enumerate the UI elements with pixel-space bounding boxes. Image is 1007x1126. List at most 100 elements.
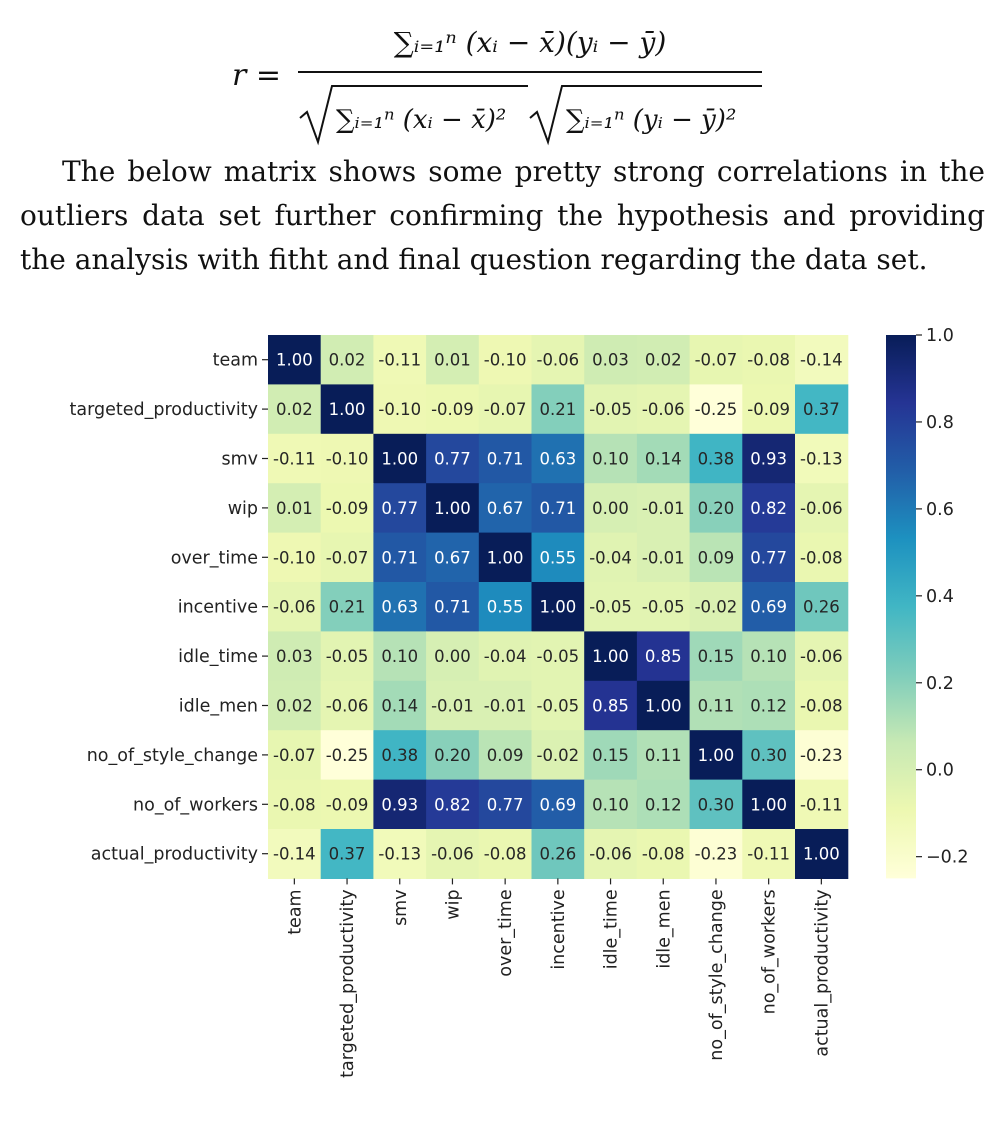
heatmap-cell (268, 779, 322, 830)
correlation-formula: r = ∑ᵢ₌₁ⁿ (xᵢ − x̄)(yᵢ − ȳ) ∑ᵢ₌₁ⁿ (xᵢ − … (0, 0, 1007, 150)
heatmap-cell (584, 680, 638, 731)
cell-value-label: 0.11 (698, 697, 735, 716)
cell-value-label: -0.13 (800, 450, 843, 469)
cell-value-label: -0.05 (536, 647, 579, 666)
cell-value-label: 0.71 (539, 499, 576, 518)
colorbar-gradient-bar (886, 335, 916, 879)
cell-value-label: -0.01 (642, 548, 685, 567)
heatmap-cell (478, 829, 533, 879)
cell-value-label: -0.06 (642, 400, 685, 419)
heatmap-cell (636, 335, 691, 385)
cell-value-label: 0.77 (381, 499, 418, 518)
heatmap-cell (636, 384, 691, 435)
cell-value-label: 0.69 (539, 795, 576, 814)
cell-value-label: -0.05 (589, 400, 632, 419)
cell-value-label: 0.03 (276, 647, 313, 666)
heatmap-cell (689, 433, 743, 484)
cell-value-label: 0.10 (381, 647, 418, 666)
cell-value-label: 0.01 (276, 499, 313, 518)
heatmap-cell (320, 779, 374, 830)
cell-value-label: -0.10 (326, 450, 369, 469)
heatmap-cell (689, 829, 743, 879)
heatmap-cell (426, 384, 480, 435)
heatmap-cell (268, 730, 322, 781)
heatmap-cell (795, 384, 849, 435)
heatmap-cell (373, 730, 427, 781)
heatmap-cell (584, 384, 638, 435)
cell-value-label: 0.38 (381, 746, 418, 765)
cell-value-label: -0.06 (536, 351, 579, 370)
heatmap-cell (426, 532, 480, 583)
cell-value-label: 1.00 (698, 746, 735, 765)
heatmap-cell (584, 730, 638, 781)
cell-value-label: -0.14 (273, 845, 316, 864)
heatmap-cell (636, 582, 691, 632)
heatmap-cell (320, 384, 374, 435)
cell-value-label: -0.11 (800, 795, 843, 814)
heatmap-cell (636, 433, 691, 484)
heatmap-cell (426, 335, 480, 385)
x-tick-label: idle_men (654, 889, 674, 968)
formula-numerator: ∑ᵢ₌₁ⁿ (xᵢ − x̄)(yᵢ − ȳ) (394, 26, 667, 59)
heatmap-cell (584, 335, 638, 385)
cell-value-label: -0.11 (273, 450, 316, 469)
heatmap-cell (795, 483, 849, 534)
heatmap-cell (795, 532, 849, 583)
heatmap-cell (742, 779, 796, 830)
formula-lhs: r = (232, 58, 281, 93)
formula-denominator-right: ∑ᵢ₌₁ⁿ (yᵢ − ȳ)² (566, 105, 736, 135)
x-tick-label: incentive (549, 889, 569, 969)
cell-value-label: -0.10 (273, 548, 316, 567)
cell-value-label: 1.00 (750, 795, 787, 814)
cell-value-label: -0.02 (536, 746, 579, 765)
heatmap-cell (689, 384, 743, 435)
heatmap-cell (426, 433, 480, 484)
x-tick-label: wip (443, 889, 463, 919)
cell-value-label: 0.11 (645, 746, 682, 765)
heatmap-cell (478, 532, 533, 583)
x-tick-label: team (285, 889, 305, 934)
heatmap-cell (584, 433, 638, 484)
cell-value-label: -0.10 (378, 400, 421, 419)
heatmap-cell (531, 829, 585, 879)
heatmap-cell (268, 582, 322, 632)
cell-value-label: 0.00 (434, 647, 471, 666)
cell-value-label: 1.00 (803, 845, 840, 864)
cell-value-label: -0.05 (326, 647, 369, 666)
cell-value-label: -0.07 (484, 400, 527, 419)
cell-value-label: 0.82 (434, 795, 471, 814)
cell-value-label: -0.08 (642, 845, 685, 864)
cell-value-label: -0.08 (484, 845, 527, 864)
cell-value-label: -0.25 (326, 746, 369, 765)
heatmap-cells: 1.00 0.02 -0.11 0.01 -0.10 -0.06 0.03 0.02 -0.07… (268, 335, 849, 879)
heatmap-cell (531, 433, 585, 484)
heatmap-cell (478, 335, 533, 385)
cell-value-label: 0.38 (698, 450, 735, 469)
heatmap-cell (795, 433, 849, 484)
cell-value-label: -0.06 (589, 845, 632, 864)
heatmap-cell (689, 631, 743, 682)
cell-value-label: -0.06 (431, 845, 474, 864)
heatmap-cell (636, 829, 691, 879)
cell-value-label: -0.06 (800, 499, 843, 518)
cell-value-label: 0.71 (434, 598, 471, 617)
cell-value-label: 1.00 (592, 647, 629, 666)
heatmap-cell (795, 582, 849, 632)
heatmap-cell (320, 582, 374, 632)
heatmap-cell (320, 532, 374, 583)
cell-value-label: -0.09 (326, 499, 369, 518)
heatmap-cell (320, 335, 374, 385)
x-tick-label: targeted_productivity (338, 889, 358, 1077)
colorbar-tick-label: 0.6 (926, 500, 954, 520)
cell-value-label: -0.25 (695, 400, 738, 419)
heatmap-cell (478, 680, 533, 731)
heatmap-cell (531, 779, 585, 830)
cell-value-label: 0.71 (487, 450, 524, 469)
heatmap-cell (531, 335, 585, 385)
heatmap-cell (636, 631, 691, 682)
colorbar-tick-label: 0.4 (926, 587, 954, 607)
cell-value-label: 0.20 (698, 499, 735, 518)
heatmap-cell (584, 631, 638, 682)
heatmap-cell (636, 532, 691, 583)
heatmap-cell (268, 631, 322, 682)
